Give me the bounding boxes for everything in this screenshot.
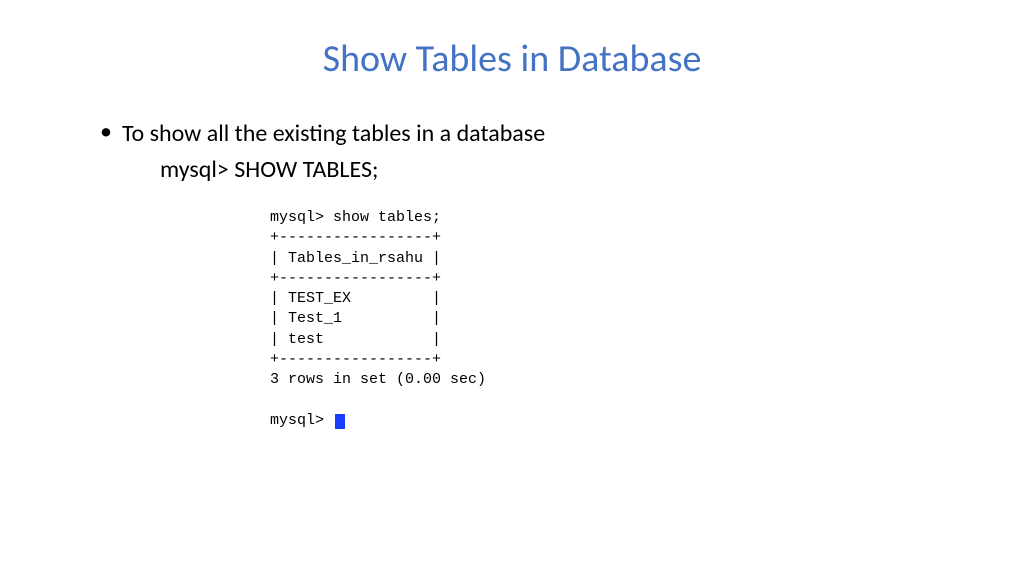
terminal-line: 3 rows in set (0.00 sec) (270, 371, 486, 388)
terminal-line: | TEST_EX | (270, 290, 441, 307)
terminal-line: +-----------------+ (270, 351, 441, 368)
slide: Show Tables in Database • To show all th… (0, 0, 1024, 576)
terminal-line: | Tables_in_rsahu | (270, 250, 441, 267)
cursor-icon (335, 414, 345, 429)
terminal-line: mysql> show tables; (270, 209, 441, 226)
terminal-line: +-----------------+ (270, 270, 441, 287)
bullet-dot: • (100, 118, 112, 147)
bullet-text: To show all the existing tables in a dat… (122, 118, 545, 149)
terminal-prompt: mysql> (270, 412, 333, 429)
slide-title: Show Tables in Database (80, 36, 944, 82)
terminal-output: mysql> show tables; +-----------------+ … (270, 208, 944, 431)
terminal-line: | Test_1 | (270, 310, 441, 327)
bullet-item: • To show all the existing tables in a d… (100, 118, 944, 149)
terminal-line: +-----------------+ (270, 229, 441, 246)
command-text: mysql> SHOW TABLES; (160, 155, 944, 184)
terminal-line: | test | (270, 331, 441, 348)
